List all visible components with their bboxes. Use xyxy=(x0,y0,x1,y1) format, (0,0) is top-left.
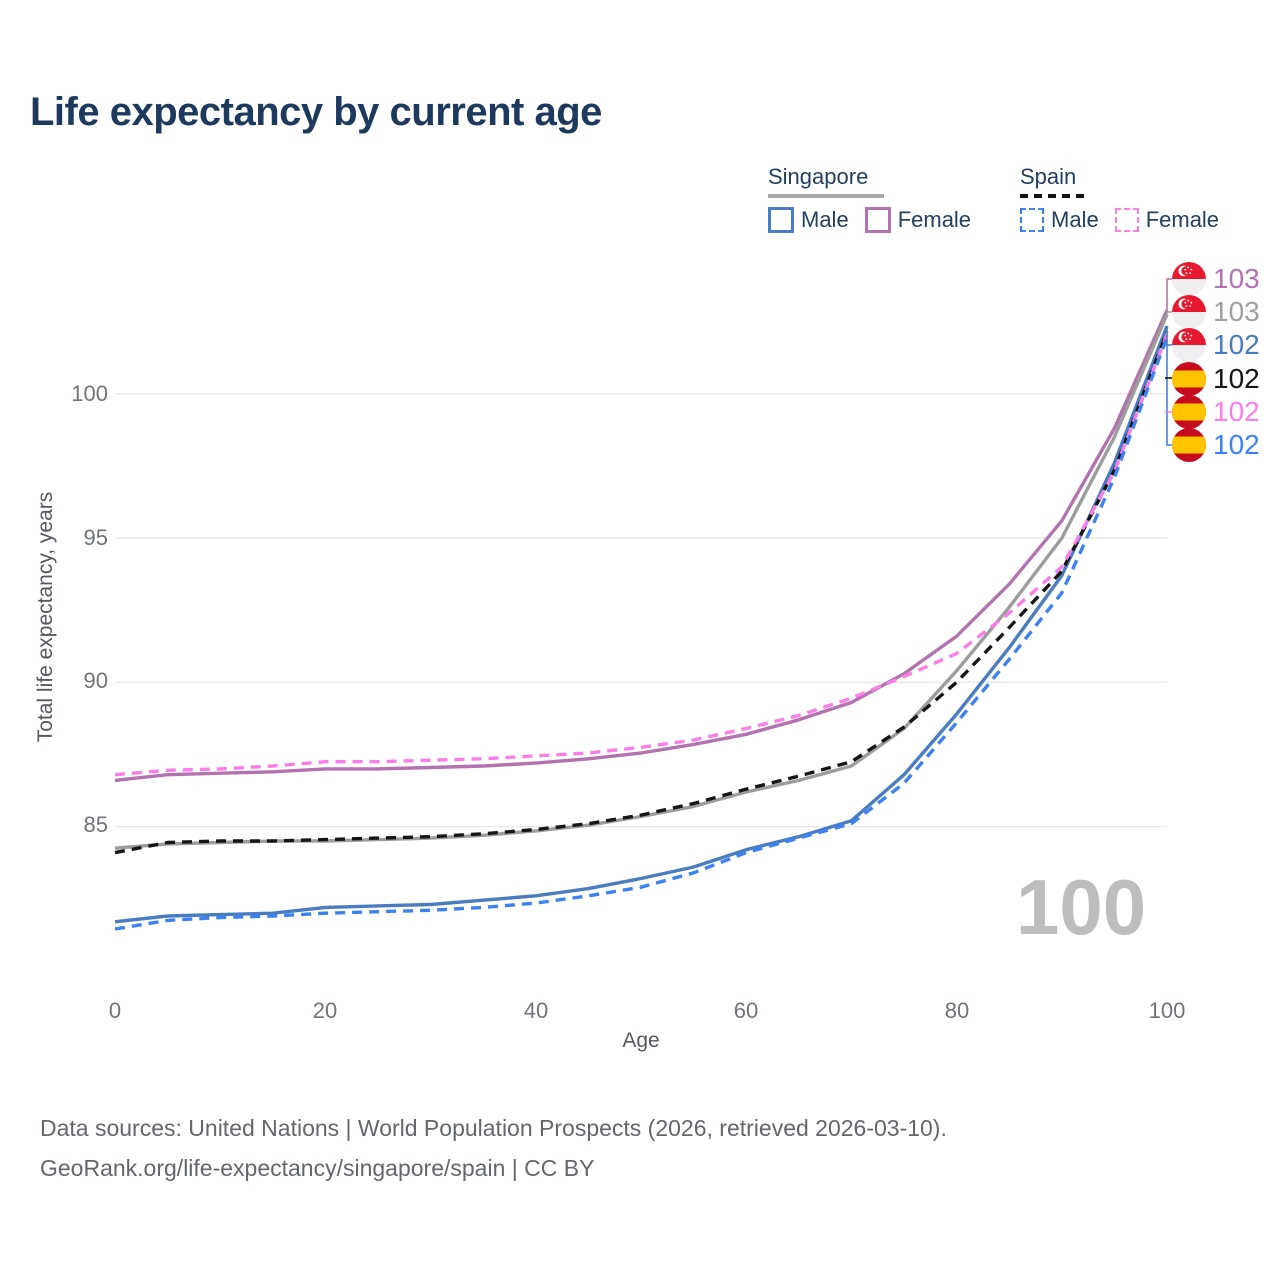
legend-item-singapore-male[interactable]: Male xyxy=(768,207,849,233)
data-source-footer: Data sources: United Nations | World Pop… xyxy=(40,1108,947,1188)
end-value: 102 xyxy=(1213,429,1260,460)
series-line-spain[interactable] xyxy=(114,331,1169,855)
y-tick-100: 100 xyxy=(71,381,108,406)
series-line-spain-female[interactable] xyxy=(114,334,1169,777)
legend-item-spain-female[interactable]: Female xyxy=(1114,207,1220,233)
series-line-singapore[interactable] xyxy=(114,313,1169,850)
end-value: 102 xyxy=(1213,396,1260,427)
singapore-flag-icon xyxy=(1172,295,1206,329)
legend-item-label: Male xyxy=(801,207,849,232)
singapore-female-swatch-icon xyxy=(864,207,891,233)
series-line-singapore-male[interactable] xyxy=(114,325,1169,924)
legend-group-singapore: Singapore Male Female xyxy=(768,164,987,233)
legend-item-spain-male[interactable]: Male xyxy=(1020,207,1099,233)
page-title: Life expectancy by current age xyxy=(30,90,602,134)
footer-line-1: Data sources: United Nations | World Pop… xyxy=(40,1115,947,1141)
end-value: 103 xyxy=(1213,296,1260,327)
legend-singapore-line-swatch xyxy=(768,194,884,198)
end-label-singapore: 103 xyxy=(1172,294,1260,330)
end-label-singapore-female: 103 xyxy=(1172,261,1260,297)
x-tick-100: 100 xyxy=(1148,998,1186,1023)
end-value: 103 xyxy=(1213,263,1260,294)
y-tick-85: 85 xyxy=(83,812,108,837)
end-value: 102 xyxy=(1213,363,1260,394)
x-axis-title: Age xyxy=(622,1029,660,1052)
legend-spain-line-swatch xyxy=(1020,194,1084,198)
legend-item-singapore-female[interactable]: Female xyxy=(864,207,972,233)
footer-line-2: GeoRank.org/life-expectancy/singapore/sp… xyxy=(40,1155,595,1181)
x-tick-60: 60 xyxy=(733,998,759,1023)
x-tick-40: 40 xyxy=(523,998,549,1023)
y-tick-95: 95 xyxy=(83,525,108,550)
legend-item-label: Male xyxy=(1051,207,1099,232)
y-tick-90: 90 xyxy=(83,668,108,693)
singapore-flag-icon xyxy=(1172,262,1206,296)
leader-singapore-female xyxy=(1166,278,1172,311)
x-tick-0: 0 xyxy=(108,998,122,1023)
spain-flag-icon xyxy=(1172,395,1206,429)
leader-singapore xyxy=(1166,311,1172,315)
spain-flag-icon xyxy=(1172,428,1206,462)
x-tick-20: 20 xyxy=(312,998,338,1023)
end-label-spain-female: 102 xyxy=(1172,394,1260,430)
singapore-male-swatch-icon xyxy=(768,207,794,233)
legend-group-singapore-label: Singapore xyxy=(768,164,869,189)
end-label-singapore-male: 102 xyxy=(1172,327,1260,363)
end-label-spain-male: 102 xyxy=(1172,427,1260,463)
singapore-flag-icon xyxy=(1172,328,1206,362)
age-watermark: 100 xyxy=(1016,863,1147,951)
x-tick-80: 80 xyxy=(944,998,970,1023)
end-value: 102 xyxy=(1213,329,1260,360)
series-line-singapore-female[interactable] xyxy=(114,309,1169,783)
legend-item-label: Female xyxy=(1145,207,1220,232)
spain-flag-icon xyxy=(1172,362,1206,396)
legend-item-label: Female xyxy=(897,207,972,232)
legend-group-spain-label: Spain xyxy=(1020,164,1077,189)
series-line-spain-male[interactable] xyxy=(114,336,1169,931)
spain-female-swatch-icon xyxy=(1114,208,1139,232)
legend-group-spain: Spain Male Female xyxy=(1020,164,1235,233)
end-label-spain: 102 xyxy=(1172,361,1260,397)
spain-male-swatch-icon xyxy=(1020,208,1044,232)
